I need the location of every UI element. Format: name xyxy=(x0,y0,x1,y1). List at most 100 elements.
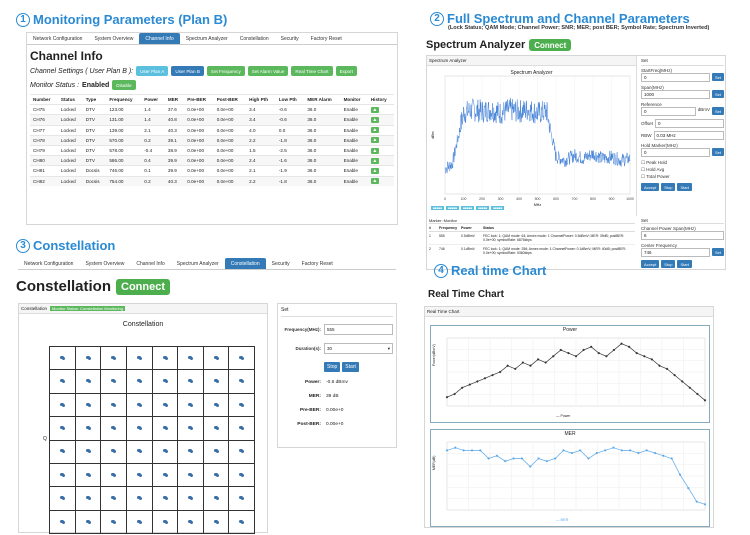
table-cell: Docsis xyxy=(82,175,107,187)
constellation-cell xyxy=(203,393,230,418)
nav-tab[interactable]: Factory Reset xyxy=(301,260,333,267)
stop-button[interactable]: Stop xyxy=(324,362,341,372)
disable-button[interactable]: Disable xyxy=(112,80,136,90)
constellation-cell xyxy=(126,370,153,394)
constellation-point xyxy=(137,472,141,476)
nav-tab[interactable]: Security xyxy=(280,35,299,42)
peak-hold-checkbox[interactable]: ☐ Peak Hold xyxy=(641,160,668,165)
table-cell: Docsis xyxy=(82,165,107,176)
data-point xyxy=(670,457,673,460)
connect-button[interactable]: Connect xyxy=(529,39,572,51)
nav-tab[interactable]: System Overview xyxy=(94,35,134,42)
marker-chip[interactable]: ■■■■■ xyxy=(461,206,475,210)
status-col: Power xyxy=(461,226,472,230)
nav-tab[interactable]: Network Configuration xyxy=(33,35,83,42)
history-chart-icon[interactable]: ▲ xyxy=(370,167,379,174)
channel-power-select[interactable]: 6 xyxy=(641,231,724,240)
constellation-cell xyxy=(126,510,153,534)
marker-input[interactable]: 0 xyxy=(641,148,710,157)
set-button[interactable]: Set xyxy=(711,148,724,156)
realtime-title: Real Time Chart xyxy=(428,289,504,300)
marker-chip[interactable]: ■■■■■ xyxy=(446,206,460,210)
y-axis-label: dBm xyxy=(431,131,435,138)
table-cell: 1.5 xyxy=(246,144,276,156)
nav-tab[interactable]: Security xyxy=(271,260,290,267)
constellation-cell xyxy=(229,393,255,418)
total-power-checkbox[interactable]: ☐ Total Power xyxy=(641,174,670,179)
constellation-cell xyxy=(152,347,179,371)
export-button[interactable]: Export xyxy=(335,66,357,76)
marker-legend: ■■■■■ ■■■■■ ■■■■■ ■■■■■ ■■■■■ xyxy=(431,206,505,210)
constellation-point xyxy=(163,426,167,430)
mer-chart-box: MER MER(dB) — MER xyxy=(430,429,710,527)
table-cell: DTV xyxy=(82,124,107,136)
nav-tab[interactable]: Constellation xyxy=(239,35,269,42)
table-cell: -1.8 xyxy=(275,175,305,187)
user-plan-a-button[interactable]: User Plan A xyxy=(136,66,169,76)
set-frequency-button[interactable]: Set Frequency xyxy=(206,66,245,76)
history-chart-icon[interactable]: ▲ xyxy=(370,147,379,154)
set-button[interactable]: Set xyxy=(711,90,724,98)
column-header: MER xyxy=(164,93,185,105)
checkbox-label: Peak Hold xyxy=(646,160,668,165)
history-chart-icon[interactable]: ▲ xyxy=(370,127,379,134)
data-point xyxy=(504,460,507,463)
stop-button[interactable]: Stop xyxy=(661,260,676,268)
constellation-cell xyxy=(152,417,179,441)
history-chart-icon[interactable]: ▲ xyxy=(370,116,379,123)
user-plan-b-button[interactable]: User Plan B xyxy=(171,66,204,76)
center-freq-input[interactable]: 746 xyxy=(641,248,710,257)
duration-select[interactable]: 30 ▾ xyxy=(324,343,393,354)
offset-input[interactable]: 0 xyxy=(654,119,724,128)
set-button[interactable]: Set xyxy=(711,107,724,115)
table-cell: 2.2 xyxy=(246,134,276,146)
accept-button[interactable]: Accept xyxy=(641,183,660,191)
hold-avg-checkbox[interactable]: ☐ Hold Avg xyxy=(641,167,665,172)
history-chart-icon[interactable]: ▲ xyxy=(370,106,379,113)
frequency-input[interactable]: 555 xyxy=(324,324,393,335)
reference-input[interactable]: 0 xyxy=(641,107,696,116)
marker-chip[interactable]: ■■■■■ xyxy=(431,206,445,210)
history-chart-icon[interactable]: ▲ xyxy=(370,157,379,164)
marker-chip[interactable]: ■■■■■ xyxy=(476,206,490,210)
marker-chip[interactable]: ■■■■■ xyxy=(491,206,505,210)
constellation-cell xyxy=(75,487,102,511)
real-time-chart-button[interactable]: Real Time Chart xyxy=(291,66,333,76)
span-input[interactable]: 1000 xyxy=(641,90,710,99)
constellation-cell xyxy=(203,510,230,534)
accept-button[interactable]: Accept xyxy=(641,260,660,268)
data-point xyxy=(605,355,608,358)
stop-button[interactable]: Stop xyxy=(661,183,676,191)
history-chart-icon[interactable]: ▲ xyxy=(370,178,379,185)
data-point xyxy=(628,345,631,348)
table-cell: Locked xyxy=(57,114,83,126)
x-axis-label: MHz xyxy=(534,203,541,207)
nav-tab[interactable]: Factory Reset xyxy=(310,35,342,42)
constellation-cell xyxy=(50,463,76,488)
table-cell: 37.6 xyxy=(164,104,185,115)
data-point xyxy=(645,449,648,452)
connect-button[interactable]: Connect xyxy=(116,278,171,295)
set-button[interactable]: Set xyxy=(711,73,724,81)
data-point xyxy=(604,449,607,452)
nav-tab[interactable]: Channel Info xyxy=(136,260,165,267)
constellation-cell xyxy=(203,417,230,441)
start-button[interactable]: Start xyxy=(677,260,692,268)
constellation-cell xyxy=(101,393,127,418)
table-cell: DTV xyxy=(82,104,107,115)
start-button[interactable]: Start xyxy=(342,362,359,372)
nav-tab[interactable]: Constellation xyxy=(224,258,266,269)
column-header: High Pth xyxy=(246,93,276,105)
nav-tab[interactable]: Channel Info xyxy=(139,33,180,44)
history-chart-icon[interactable]: ▲ xyxy=(370,137,379,144)
start-freq-input[interactable]: 0 xyxy=(641,73,710,82)
set-alarm-value-button[interactable]: Set Alarm Value xyxy=(247,66,289,76)
constellation-cell xyxy=(50,393,76,418)
start-button[interactable]: Start xyxy=(677,183,692,191)
set-button[interactable]: Set xyxy=(711,248,724,256)
rbw-select[interactable]: 0.03 MHz xyxy=(653,131,724,140)
nav-tab[interactable]: Network Configuration xyxy=(24,260,74,267)
nav-tab[interactable]: Spectrum Analyzer xyxy=(185,35,228,42)
nav-tab[interactable]: System Overview xyxy=(85,260,125,267)
nav-tab[interactable]: Spectrum Analyzer xyxy=(176,260,219,267)
